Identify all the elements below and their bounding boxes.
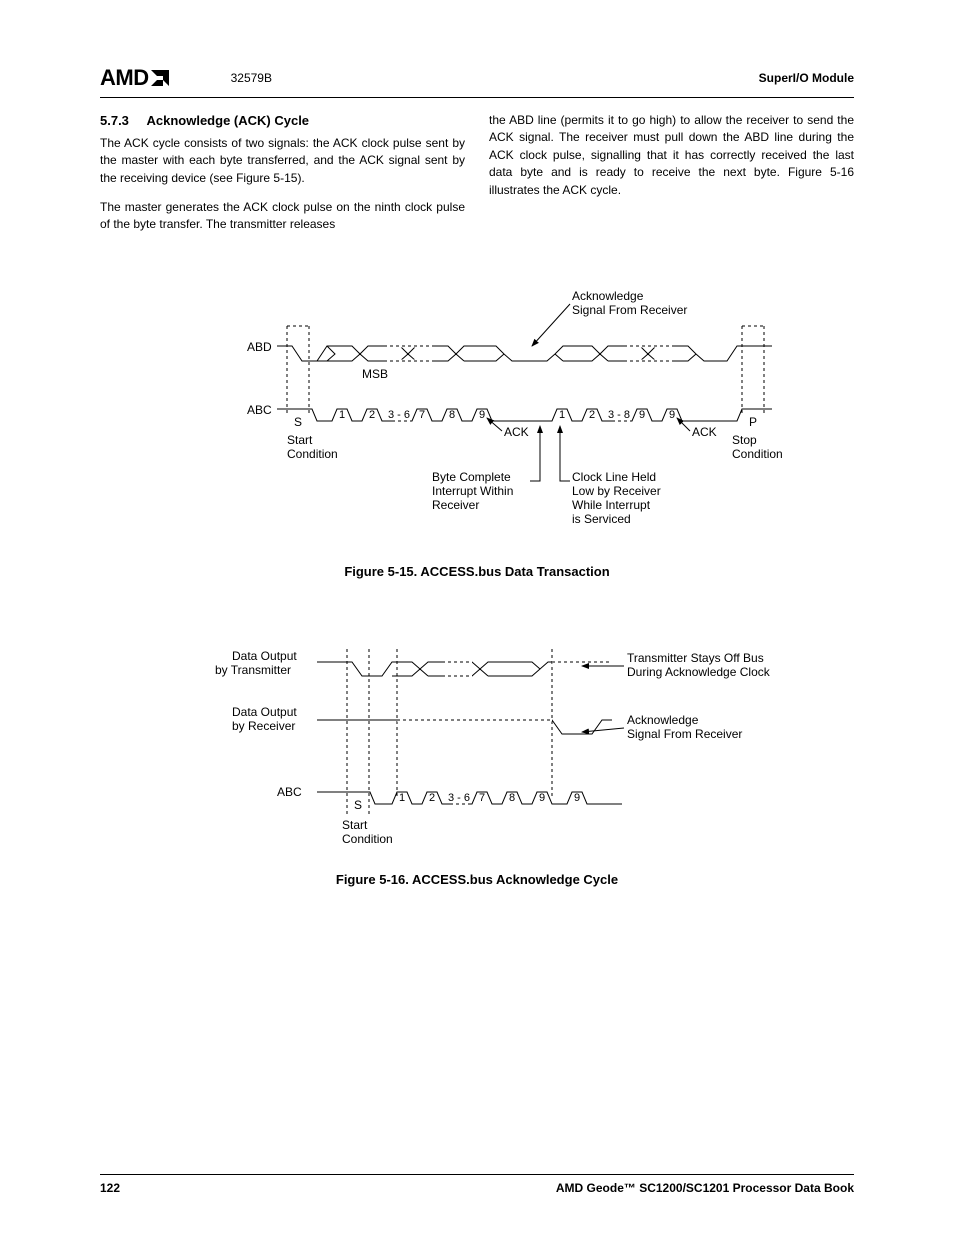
tick: 3 - 6 [388,409,410,421]
section-title-text: Acknowledge (ACK) Cycle [147,113,310,128]
tick: 3 - 6 [448,792,470,804]
figure-15-diagram: Acknowledge Signal From Receiver ABD [152,286,802,546]
msb-label: MSB [362,367,388,381]
figure-16-caption: Figure 5-16. ACCESS.bus Acknowledge Cycl… [100,872,854,887]
figure-15-caption: Figure 5-15. ACCESS.bus Data Transaction [100,564,854,579]
page-number: 122 [100,1181,120,1195]
ack-label: ACK [692,425,717,439]
page-header: AMD 32579B SuperI/O Module [100,65,854,98]
doc-code: 32579B [231,71,272,85]
tick: 1 [399,792,405,804]
ack-sig-label2: Signal From Receiver [627,727,742,741]
condition-label: Condition [732,447,783,461]
left-column: 5.7.3 Acknowledge (ACK) Cycle The ACK cy… [100,112,465,246]
tick: 9 [539,792,545,804]
tick: 1 [339,409,345,421]
ack-sig-label1: Acknowledge [627,713,699,727]
abc-label: ABC [277,785,302,799]
s-label: S [354,798,362,812]
paragraph: The master generates the ACK clock pulse… [100,199,465,234]
tx-stays-label2: During Acknowledge Clock [627,665,771,679]
ack-label: ACK [504,425,529,439]
section-number: 5.7.3 [100,113,129,128]
data-rx-label1: Data Output [232,705,297,719]
data-tx-label1: Data Output [232,649,297,663]
tick: 7 [479,792,485,804]
paragraph: the ABD line (permits it to go high) to … [489,112,854,199]
tick: 8 [509,792,515,804]
data-rx-label2: by Receiver [232,719,295,733]
start-label: Start [287,433,313,447]
interrupt-within-label: Interrupt Within [432,484,513,498]
tx-stays-label1: Transmitter Stays Off Bus [627,651,764,665]
receiver-label: Receiver [432,498,479,512]
ack-signal-label: Acknowledge [572,289,644,303]
tick: 9 [639,409,645,421]
tick: 1 [559,409,565,421]
condition-label: Condition [342,832,393,846]
tick: 7 [419,409,425,421]
s-label: S [294,415,302,429]
section-heading: 5.7.3 Acknowledge (ACK) Cycle [100,112,465,131]
ack-signal-label2: Signal From Receiver [572,303,687,317]
amd-logo-text: AMD [100,65,149,91]
tick: 2 [429,792,435,804]
tick: 9 [574,792,580,804]
clock-held-label: Clock Line Held [572,470,656,484]
book-title: AMD Geode™ SC1200/SC1201 Processor Data … [556,1181,854,1195]
tick: 8 [449,409,455,421]
tick: 2 [589,409,595,421]
stop-label: Stop [732,433,757,447]
tick: 9 [669,409,675,421]
tick: 9 [479,409,485,421]
page: AMD 32579B SuperI/O Module 5.7.3 Acknowl… [0,0,954,1235]
start-label: Start [342,818,368,832]
right-column: the ABD line (permits it to go high) to … [489,112,854,246]
condition-label: Condition [287,447,338,461]
body-columns: 5.7.3 Acknowledge (ACK) Cycle The ACK cy… [100,112,854,246]
paragraph: The ACK cycle consists of two signals: t… [100,135,465,187]
is-serviced-label: is Serviced [572,512,631,526]
p-label: P [749,415,757,429]
figure-16-diagram: Data Output by Transmitter Transmitter S… [152,634,802,854]
abc-label: ABC [247,403,272,417]
tick: 3 - 8 [608,409,630,421]
amd-logo: AMD [100,65,171,91]
low-by-label: Low by Receiver [572,484,661,498]
tick: 2 [369,409,375,421]
amd-logo-icon [149,68,171,88]
page-footer: 122 AMD Geode™ SC1200/SC1201 Processor D… [100,1174,854,1195]
module-title: SuperI/O Module [759,71,854,85]
byte-complete-label: Byte Complete [432,470,511,484]
while-int-label: While Interrupt [572,498,651,512]
abd-label: ABD [247,340,272,354]
data-tx-label2: by Transmitter [215,663,291,677]
figure-16: Data Output by Transmitter Transmitter S… [100,634,854,887]
figure-15: Acknowledge Signal From Receiver ABD [100,286,854,579]
